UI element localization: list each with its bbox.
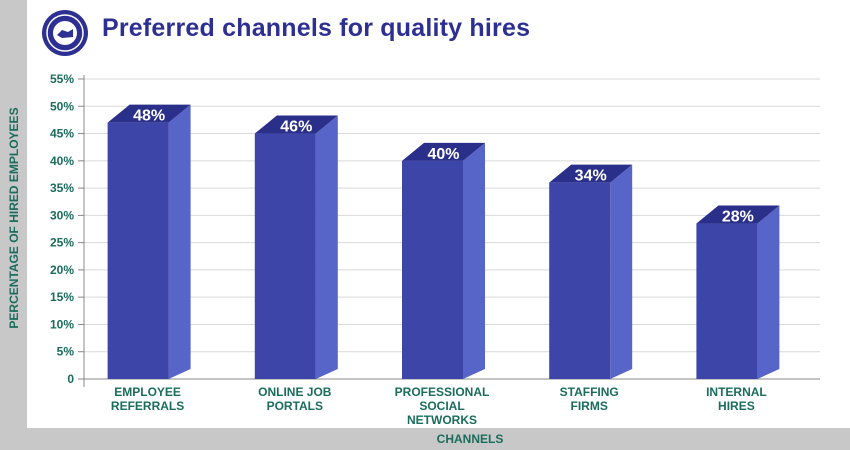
category-label: PROFESSIONAL SOCIAL NETWORKS <box>395 385 490 427</box>
y-tick-label: 10% <box>50 317 74 331</box>
bottom-band <box>0 428 850 450</box>
data-label: 40% <box>427 146 459 163</box>
category-label: EMPLOYEE REFERRALS <box>111 385 184 413</box>
bar-top <box>402 142 485 161</box>
chart-title: Preferred channels for quality hires <box>102 14 531 42</box>
bar <box>696 223 758 379</box>
y-tick-label: 20% <box>50 263 74 277</box>
y-tick-label: 0 <box>67 372 74 386</box>
bar-side <box>315 115 338 379</box>
data-label: 28% <box>722 209 754 226</box>
bar-side <box>610 164 633 379</box>
category-label: INTERNAL HIRES <box>706 385 767 413</box>
y-tick-label: 40% <box>50 154 74 168</box>
category-label: ONLINE JOB PORTALS <box>258 385 332 413</box>
data-label: 34% <box>575 168 607 185</box>
bar-top <box>107 104 191 123</box>
data-label: 46% <box>280 119 312 136</box>
bar <box>254 133 316 379</box>
y-tick-label: 45% <box>50 127 74 141</box>
bar <box>549 182 611 379</box>
y-tick-label: 15% <box>50 290 74 304</box>
y-tick-label: 35% <box>50 181 74 195</box>
bar <box>107 122 169 380</box>
y-tick-label: 5% <box>57 345 75 359</box>
bar-side <box>168 104 191 380</box>
bar-side <box>757 205 780 379</box>
y-tick-label: 50% <box>50 99 74 113</box>
data-label: 48% <box>133 108 165 125</box>
bar-side <box>463 142 485 379</box>
category-label: STAFFING FIRMS <box>560 385 619 413</box>
y-tick-label: 30% <box>50 208 74 222</box>
y-tick-label: 55% <box>50 72 74 86</box>
x-axis-label: CHANNELS <box>436 432 504 446</box>
bar-top <box>549 164 633 183</box>
bar-top <box>254 115 338 134</box>
bar-top <box>696 205 780 224</box>
logo-icon <box>42 10 88 56</box>
y-tick-label: 25% <box>50 236 74 250</box>
bar <box>402 160 463 379</box>
left-band <box>0 0 27 450</box>
